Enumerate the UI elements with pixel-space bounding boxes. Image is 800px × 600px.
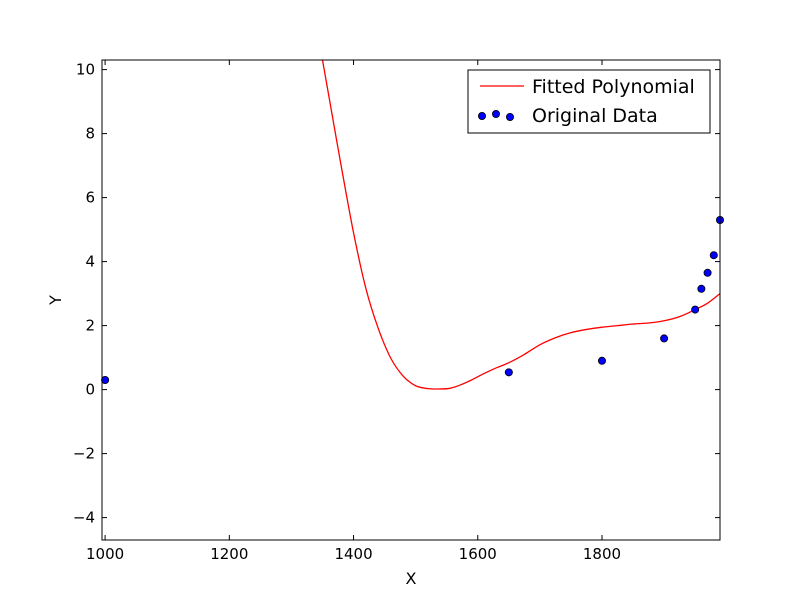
plot-frame <box>101 59 721 541</box>
fitted-polynomial-line <box>321 60 720 390</box>
y-axis-label: Y <box>46 295 65 306</box>
line-layer <box>321 60 720 390</box>
x-axis-tick-labels: 1000 1200 1400 1600 1800 <box>86 545 621 563</box>
data-point <box>101 375 110 384</box>
x-tick-label: 1400 <box>334 545 372 563</box>
y-axis-tick-labels: −4 −2 0 2 4 6 8 10 <box>73 61 95 527</box>
x-tick-label: 1200 <box>210 545 248 563</box>
y-axis-ticks <box>102 69 720 519</box>
x-tick-label: 1000 <box>86 545 124 563</box>
plot-area <box>102 60 720 540</box>
y-tick-label: 8 <box>85 125 95 143</box>
y-tick-label: −2 <box>73 445 95 463</box>
y-tick-label: −4 <box>73 509 95 527</box>
data-point <box>697 284 706 293</box>
legend-frame <box>467 69 711 134</box>
legend-marker <box>491 110 500 119</box>
y-tick-label: 2 <box>85 317 95 335</box>
data-point <box>597 356 606 365</box>
data-point <box>703 268 712 277</box>
legend: Fitted Polynomial Original Data <box>467 69 711 134</box>
y-tick-label: 6 <box>85 189 95 207</box>
legend-marker <box>505 113 514 122</box>
y-tick-label: 0 <box>85 381 95 399</box>
data-point <box>709 251 718 260</box>
x-axis-label: X <box>406 569 417 588</box>
data-point <box>660 334 669 343</box>
legend-label-fitted-polynomial: Fitted Polynomial <box>532 76 695 98</box>
x-tick-label: 1600 <box>459 545 497 563</box>
x-axis-ticks <box>104 60 603 540</box>
scatter-layer <box>101 215 725 384</box>
data-point <box>504 368 513 377</box>
y-tick-label: 4 <box>85 253 95 271</box>
data-point <box>691 305 700 314</box>
legend-label-original-data: Original Data <box>532 105 658 127</box>
x-tick-label: 1800 <box>583 545 621 563</box>
legend-marker <box>477 112 486 121</box>
y-tick-label: 10 <box>76 61 95 79</box>
